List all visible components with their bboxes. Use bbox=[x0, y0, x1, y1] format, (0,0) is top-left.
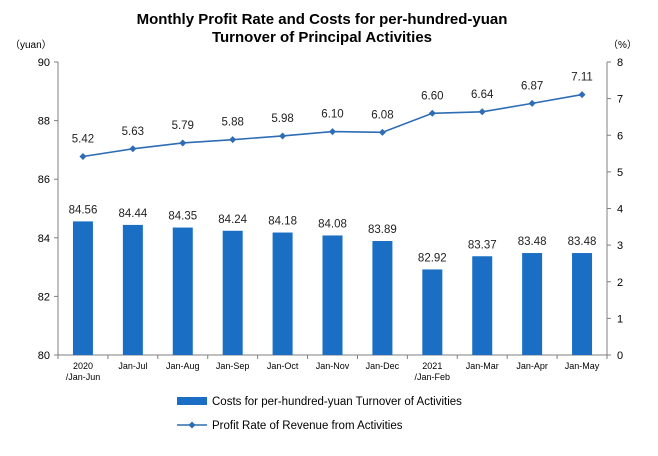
chart-title-line1: Monthly Profit Rate and Costs for per-hu… bbox=[137, 11, 508, 28]
x-tick-label: Jan-Jul bbox=[118, 361, 147, 371]
line-point bbox=[279, 132, 287, 140]
line-point bbox=[229, 136, 237, 144]
bar bbox=[222, 230, 243, 355]
right-axis: 0 1 2 3 4 5 6 7 8 bbox=[607, 57, 623, 362]
bar bbox=[522, 253, 543, 355]
line-point bbox=[478, 108, 486, 116]
bar-data-labels: 84.56 84.44 84.35 84.24 84.18 84.08 83.89 82.92… bbox=[69, 204, 597, 264]
line-value-label: 5.88 bbox=[221, 117, 243, 129]
chart-title-line2: Turnover of Principal Activities bbox=[212, 29, 432, 46]
bar bbox=[322, 235, 343, 355]
line-point bbox=[428, 109, 436, 117]
right-tick-label: 0 bbox=[617, 350, 623, 362]
line-value-label: 5.79 bbox=[172, 120, 194, 132]
legend-line-marker bbox=[188, 421, 196, 429]
right-tick-label: 1 bbox=[617, 313, 623, 325]
bar bbox=[572, 253, 593, 355]
bar-value-label: 83.89 bbox=[368, 224, 397, 236]
bar bbox=[472, 256, 493, 355]
x-tick-label: Jan-Aug bbox=[166, 361, 200, 371]
line-point bbox=[79, 152, 87, 160]
bar bbox=[72, 221, 93, 355]
right-tick-label: 6 bbox=[617, 130, 623, 142]
x-tick-label: 2020 bbox=[73, 361, 93, 371]
x-tick-label: Jan-Dec bbox=[366, 361, 400, 371]
bar-value-label: 83.48 bbox=[568, 236, 597, 248]
bar-series bbox=[72, 221, 593, 355]
x-tick-label: Jan-Nov bbox=[316, 361, 350, 371]
right-axis-unit: （%） bbox=[608, 39, 637, 51]
line-value-label: 7.11 bbox=[571, 72, 593, 84]
line-point bbox=[129, 145, 137, 153]
right-tick-label: 7 bbox=[617, 94, 623, 106]
line-data-labels: 5.42 5.63 5.79 5.88 5.98 6.10 6.08 6.60 6.64 6.87… bbox=[72, 72, 593, 146]
line-value-label: 6.64 bbox=[471, 89, 494, 101]
bar bbox=[122, 224, 143, 355]
left-tick-label: 82 bbox=[38, 291, 50, 303]
left-tick-label: 80 bbox=[38, 350, 50, 362]
bar bbox=[372, 241, 393, 355]
bar-value-label: 84.35 bbox=[168, 211, 197, 223]
left-tick-label: 88 bbox=[38, 116, 50, 128]
left-axis-unit: （yuan） bbox=[10, 39, 52, 51]
bar bbox=[272, 232, 293, 355]
legend-bar-label: Costs for per-hundred-yuan Turnover of A… bbox=[212, 396, 462, 408]
line-point bbox=[578, 91, 586, 99]
x-tick-label: Jan-Mar bbox=[466, 361, 499, 371]
bar-value-label: 84.18 bbox=[268, 216, 297, 228]
line-value-label: 5.98 bbox=[271, 113, 293, 125]
line-value-label: 6.60 bbox=[421, 90, 443, 102]
x-tick-label: 2021 bbox=[422, 361, 442, 371]
right-tick-label: 4 bbox=[617, 204, 623, 216]
x-axis: 2020/Jan-Jun Jan-Jul Jan-Aug Jan-Sep Jan-Oct… bbox=[57, 355, 608, 382]
line-value-label: 5.42 bbox=[72, 133, 94, 145]
left-tick-label: 90 bbox=[38, 57, 50, 69]
left-tick-label: 86 bbox=[38, 174, 50, 186]
left-axis: 80 82 84 86 88 90 bbox=[38, 57, 58, 362]
line-value-label: 6.08 bbox=[371, 109, 393, 121]
x-tick-label: Jan-May bbox=[565, 361, 600, 371]
bar bbox=[422, 269, 443, 355]
right-tick-label: 5 bbox=[617, 167, 623, 179]
x-tick-label: /Jan-Jun bbox=[66, 372, 101, 382]
x-tick-label: Jan-Apr bbox=[516, 361, 548, 371]
bar-value-label: 82.92 bbox=[418, 252, 447, 264]
bar bbox=[172, 227, 193, 355]
line-value-label: 6.87 bbox=[521, 80, 543, 92]
x-tick-label: /Jan-Feb bbox=[415, 372, 451, 382]
line-series bbox=[79, 91, 586, 160]
line-point bbox=[378, 128, 386, 136]
line-path bbox=[82, 93, 583, 158]
legend: Costs for per-hundred-yuan Turnover of A… bbox=[177, 396, 462, 432]
bar-value-label: 83.48 bbox=[518, 236, 547, 248]
line-point bbox=[179, 139, 187, 147]
x-tick-label: Jan-Oct bbox=[267, 361, 299, 371]
right-tick-label: 3 bbox=[617, 240, 623, 252]
bar-value-label: 84.56 bbox=[69, 204, 98, 216]
line-value-label: 5.63 bbox=[122, 126, 144, 138]
bar-value-label: 83.37 bbox=[468, 239, 497, 251]
x-tick-label: Jan-Sep bbox=[216, 361, 250, 371]
bar-value-label: 84.44 bbox=[118, 208, 147, 220]
right-tick-label: 2 bbox=[617, 277, 623, 289]
line-point bbox=[528, 99, 536, 107]
bar-value-label: 84.08 bbox=[318, 218, 347, 230]
legend-line-label: Profit Rate of Revenue from Activities bbox=[212, 420, 403, 432]
line-value-label: 6.10 bbox=[321, 109, 343, 121]
line-point bbox=[329, 128, 336, 136]
left-tick-label: 84 bbox=[38, 233, 50, 245]
right-tick-label: 8 bbox=[617, 57, 623, 69]
bar-value-label: 84.24 bbox=[218, 214, 247, 226]
legend-bar-swatch bbox=[177, 397, 207, 405]
